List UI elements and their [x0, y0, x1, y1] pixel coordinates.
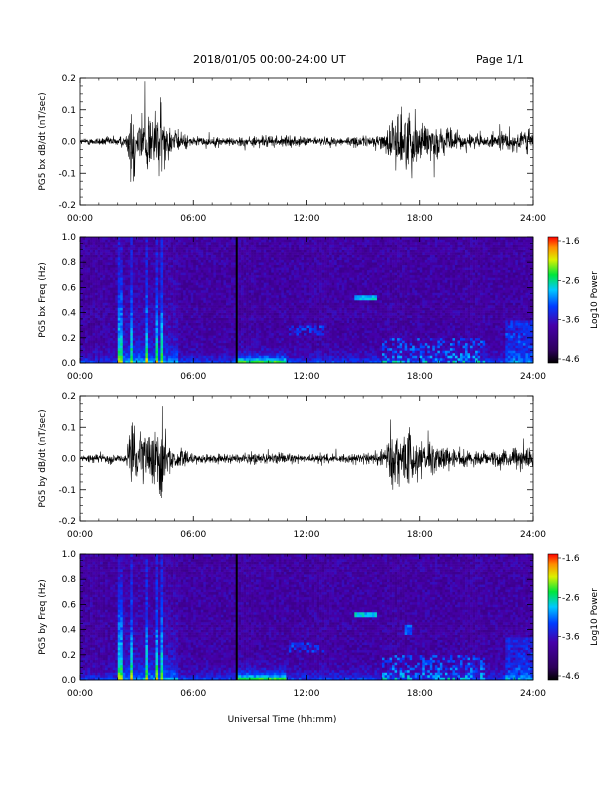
y-tick-label: 0.0 [62, 676, 77, 686]
x-tick-label: 24:00 [520, 689, 546, 699]
x-axis-title: Universal Time (hh:mm) [228, 715, 337, 725]
y-tick-label: 0.0 [62, 359, 77, 369]
y-tick-label: 0.8 [62, 258, 77, 268]
y-tick-label: 0.6 [62, 600, 77, 610]
y-tick-label: 1.0 [62, 233, 77, 243]
y-tick-label: 0.0 [62, 138, 77, 148]
x-tick-label: 00:00 [67, 689, 93, 699]
colorbar-label: Log10 Power [590, 271, 600, 329]
x-tick-label: 06:00 [180, 689, 206, 699]
colorbar-tick-label: -4.6 [562, 672, 580, 682]
y-tick-label: 1.0 [62, 550, 77, 560]
x-tick-label: 18:00 [407, 689, 433, 699]
waveform-trace [79, 406, 534, 499]
colorbar-label: Log10 Power [590, 588, 600, 646]
colorbar-tick-label: -4.6 [562, 355, 580, 365]
page-indicator: Page 1/1 [476, 53, 524, 66]
y-tick-label: 0.2 [62, 651, 76, 661]
y-tick-label: 0.1 [62, 423, 76, 433]
colorbar-tick-label: -2.6 [562, 276, 580, 286]
x-tick-label: 06:00 [180, 372, 206, 382]
y-axis-label: PG5 bx dB/dt (nT/sec) [38, 92, 48, 190]
x-tick-label: 18:00 [407, 214, 433, 224]
spectrogram-cells [80, 237, 534, 364]
y-tick-label: 0.1 [62, 106, 76, 116]
y-tick-label: -0.2 [58, 517, 76, 527]
colorbar [547, 236, 559, 364]
x-tick-label: 18:00 [407, 530, 433, 540]
x-tick-label: 12:00 [294, 530, 320, 540]
colorbar-tick-label: -3.6 [562, 316, 580, 326]
spectrogram-cells [80, 554, 534, 681]
x-tick-label: 00:00 [67, 214, 93, 224]
y-axis-label: PG5 by dB/dt (nT/sec) [38, 409, 48, 507]
colorbar-tick-label: -1.6 [562, 237, 580, 247]
colorbar-tick-label: -3.6 [562, 633, 580, 643]
y-tick-label: 0.2 [62, 392, 76, 402]
x-tick-label: 24:00 [520, 530, 546, 540]
x-tick-label: 06:00 [180, 530, 206, 540]
y-axis-label: PG5 by Freq (Hz) [38, 579, 48, 655]
x-tick-label: 12:00 [294, 372, 320, 382]
date-range-title: 2018/01/05 00:00-24:00 UT [193, 53, 346, 66]
y-tick-label: -0.1 [58, 486, 76, 496]
y-tick-label: 0.4 [62, 626, 77, 636]
colorbar-tick-label: -2.6 [562, 593, 580, 603]
y-tick-label: -0.2 [58, 201, 76, 211]
y-tick-label: -0.1 [58, 169, 76, 179]
y-tick-label: 0.6 [62, 283, 77, 293]
x-tick-label: 00:00 [67, 372, 93, 382]
x-tick-label: 24:00 [520, 372, 546, 382]
y-tick-label: 0.0 [62, 455, 77, 465]
x-tick-label: 00:00 [67, 530, 93, 540]
x-tick-label: 24:00 [520, 214, 546, 224]
y-tick-label: 0.2 [62, 74, 76, 84]
x-tick-label: 12:00 [294, 689, 320, 699]
colorbar-tick-label: -1.6 [562, 554, 580, 564]
y-tick-label: 0.4 [62, 309, 77, 319]
waveform-trace [79, 81, 534, 182]
y-tick-label: 0.2 [62, 334, 76, 344]
y-tick-label: 0.8 [62, 575, 77, 585]
x-tick-label: 18:00 [407, 372, 433, 382]
x-tick-label: 12:00 [294, 214, 320, 224]
colorbar [547, 553, 559, 681]
y-axis-label: PG5 bx Freq (Hz) [38, 262, 48, 338]
x-tick-label: 06:00 [180, 214, 206, 224]
